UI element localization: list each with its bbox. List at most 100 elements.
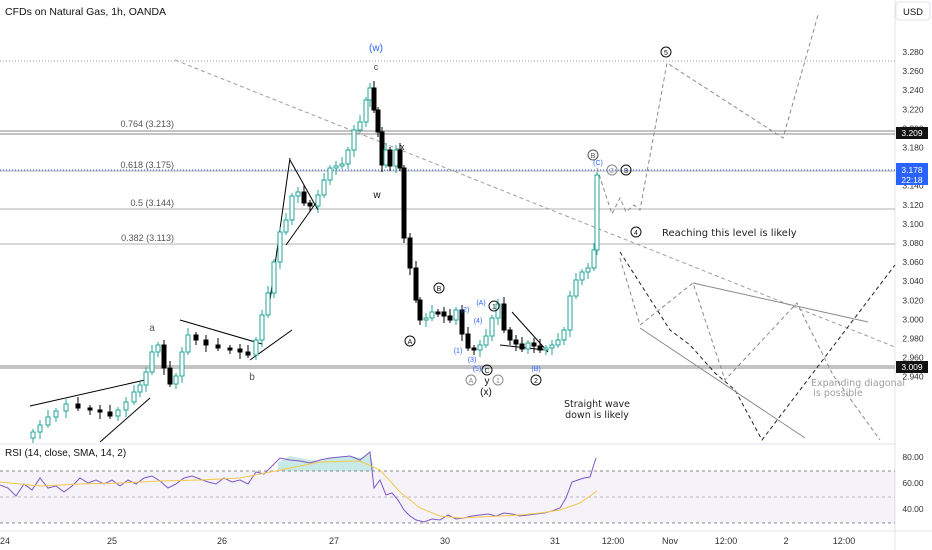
price-tick: 2.960 <box>902 353 924 363</box>
candle-body <box>259 314 265 341</box>
candle-body <box>543 347 549 351</box>
candle-body <box>137 384 143 393</box>
price-tick: 3.280 <box>902 47 924 57</box>
candle-body <box>423 317 429 321</box>
candle-body <box>37 424 43 433</box>
circle-four: 4 <box>630 226 642 238</box>
candle-body <box>161 344 167 369</box>
price-tick: 3.220 <box>902 104 924 114</box>
price-tick: 3.180 <box>902 143 924 153</box>
price-tick: 3.020 <box>902 295 924 305</box>
price-tick: 3.080 <box>902 238 924 248</box>
candle-body <box>417 299 423 321</box>
chart-title: CFDs on Natural Gas, 1h, OANDA <box>5 6 166 18</box>
circle-one: 1 <box>488 300 500 312</box>
label-sub2: (2) <box>461 307 470 314</box>
candle-body <box>549 344 555 349</box>
candle-body <box>387 149 393 167</box>
circle-B: B <box>433 282 445 294</box>
label-b: b <box>249 372 255 383</box>
candle-body <box>301 191 307 204</box>
time-label: 2 <box>783 536 788 546</box>
candle-body <box>407 237 413 269</box>
label-C-paren: (C) <box>593 160 603 167</box>
label-subA: (A) <box>476 300 485 307</box>
candle-body <box>185 334 191 353</box>
label-x: x <box>400 142 405 152</box>
candle-body <box>53 410 59 418</box>
label-sub5: (5) <box>473 366 482 373</box>
badge-3009: 3.009 <box>901 362 923 372</box>
candle-body <box>155 344 161 353</box>
candle-body <box>507 329 513 341</box>
rsi-ma-line <box>0 460 598 519</box>
time-label: 12:00 <box>833 536 856 546</box>
candle-body <box>87 407 93 411</box>
candle-body <box>333 165 339 169</box>
time-label: 24 <box>0 536 10 546</box>
candle-body <box>295 191 301 197</box>
candle-body <box>594 174 600 251</box>
rsi-tick: 60.00 <box>902 478 924 488</box>
candle-body <box>393 149 399 167</box>
candle-body <box>397 149 403 169</box>
candle-body <box>123 401 129 411</box>
candle-body <box>167 367 173 385</box>
price-tick: 3.000 <box>902 314 924 324</box>
candle-body <box>193 334 199 341</box>
rsi-tick: 40.00 <box>902 504 924 514</box>
circle-three: 3 <box>620 164 632 176</box>
time-axis: 24 25 26 27 30 31 12:00 Nov 12:00 2 12:00 <box>0 536 855 546</box>
label-c: c <box>374 62 379 72</box>
note-expand-1: Expanding diagonal <box>811 378 905 389</box>
candle-body <box>453 309 459 321</box>
fib-0382: 0.382 (3.113) <box>121 233 174 243</box>
label-sub1: (1) <box>454 348 463 355</box>
candle-body <box>277 231 283 263</box>
candle-body <box>173 375 179 385</box>
candle-body <box>435 311 441 315</box>
rsi-axis: 80.00 60.00 40.00 <box>902 452 924 514</box>
time-label: 12:00 <box>602 536 625 546</box>
candle-body <box>30 431 36 439</box>
candle-body <box>327 167 333 181</box>
candle-body <box>513 339 519 345</box>
candle-body <box>573 279 579 297</box>
candle-body <box>283 219 289 233</box>
candle-body <box>459 309 465 335</box>
note-straight-2: down is likely <box>565 410 629 421</box>
candle-body <box>401 167 407 239</box>
candle-body <box>215 344 221 349</box>
price-tick: 3.120 <box>902 200 924 210</box>
candle-body <box>465 333 471 349</box>
price-tick: 3.140 <box>902 181 924 191</box>
time-label: 27 <box>329 536 339 546</box>
candle-body <box>357 121 363 131</box>
candle-body <box>307 202 313 207</box>
candle-body <box>75 403 81 409</box>
candle-body <box>483 335 489 346</box>
time-label: Nov <box>662 536 679 546</box>
candle-body <box>179 351 185 377</box>
price-badges: 3.209 3.178 22:18 3.009 <box>896 127 928 373</box>
candle-body <box>289 195 295 221</box>
svg-text:3: 3 <box>624 168 628 175</box>
candle-body <box>525 342 531 350</box>
candle-body <box>131 391 137 403</box>
trendlines <box>29 14 896 443</box>
svg-text:B: B <box>437 286 442 293</box>
label-B-paren: (B) <box>531 366 540 373</box>
candle-body <box>227 347 233 351</box>
time-label: 25 <box>107 536 117 546</box>
svg-text:A: A <box>469 378 474 385</box>
fib-05: 0.5 (3.144) <box>130 198 174 208</box>
price-tick: 2.940 <box>902 372 924 382</box>
candle-body <box>315 194 321 207</box>
price-tick: 2.980 <box>902 334 924 344</box>
time-label: 31 <box>550 536 560 546</box>
candle-body <box>375 109 381 133</box>
currency-label[interactable]: USD <box>903 7 923 18</box>
price-tick: 3.240 <box>902 85 924 95</box>
candle-body <box>97 409 103 413</box>
candle-body <box>253 339 259 356</box>
